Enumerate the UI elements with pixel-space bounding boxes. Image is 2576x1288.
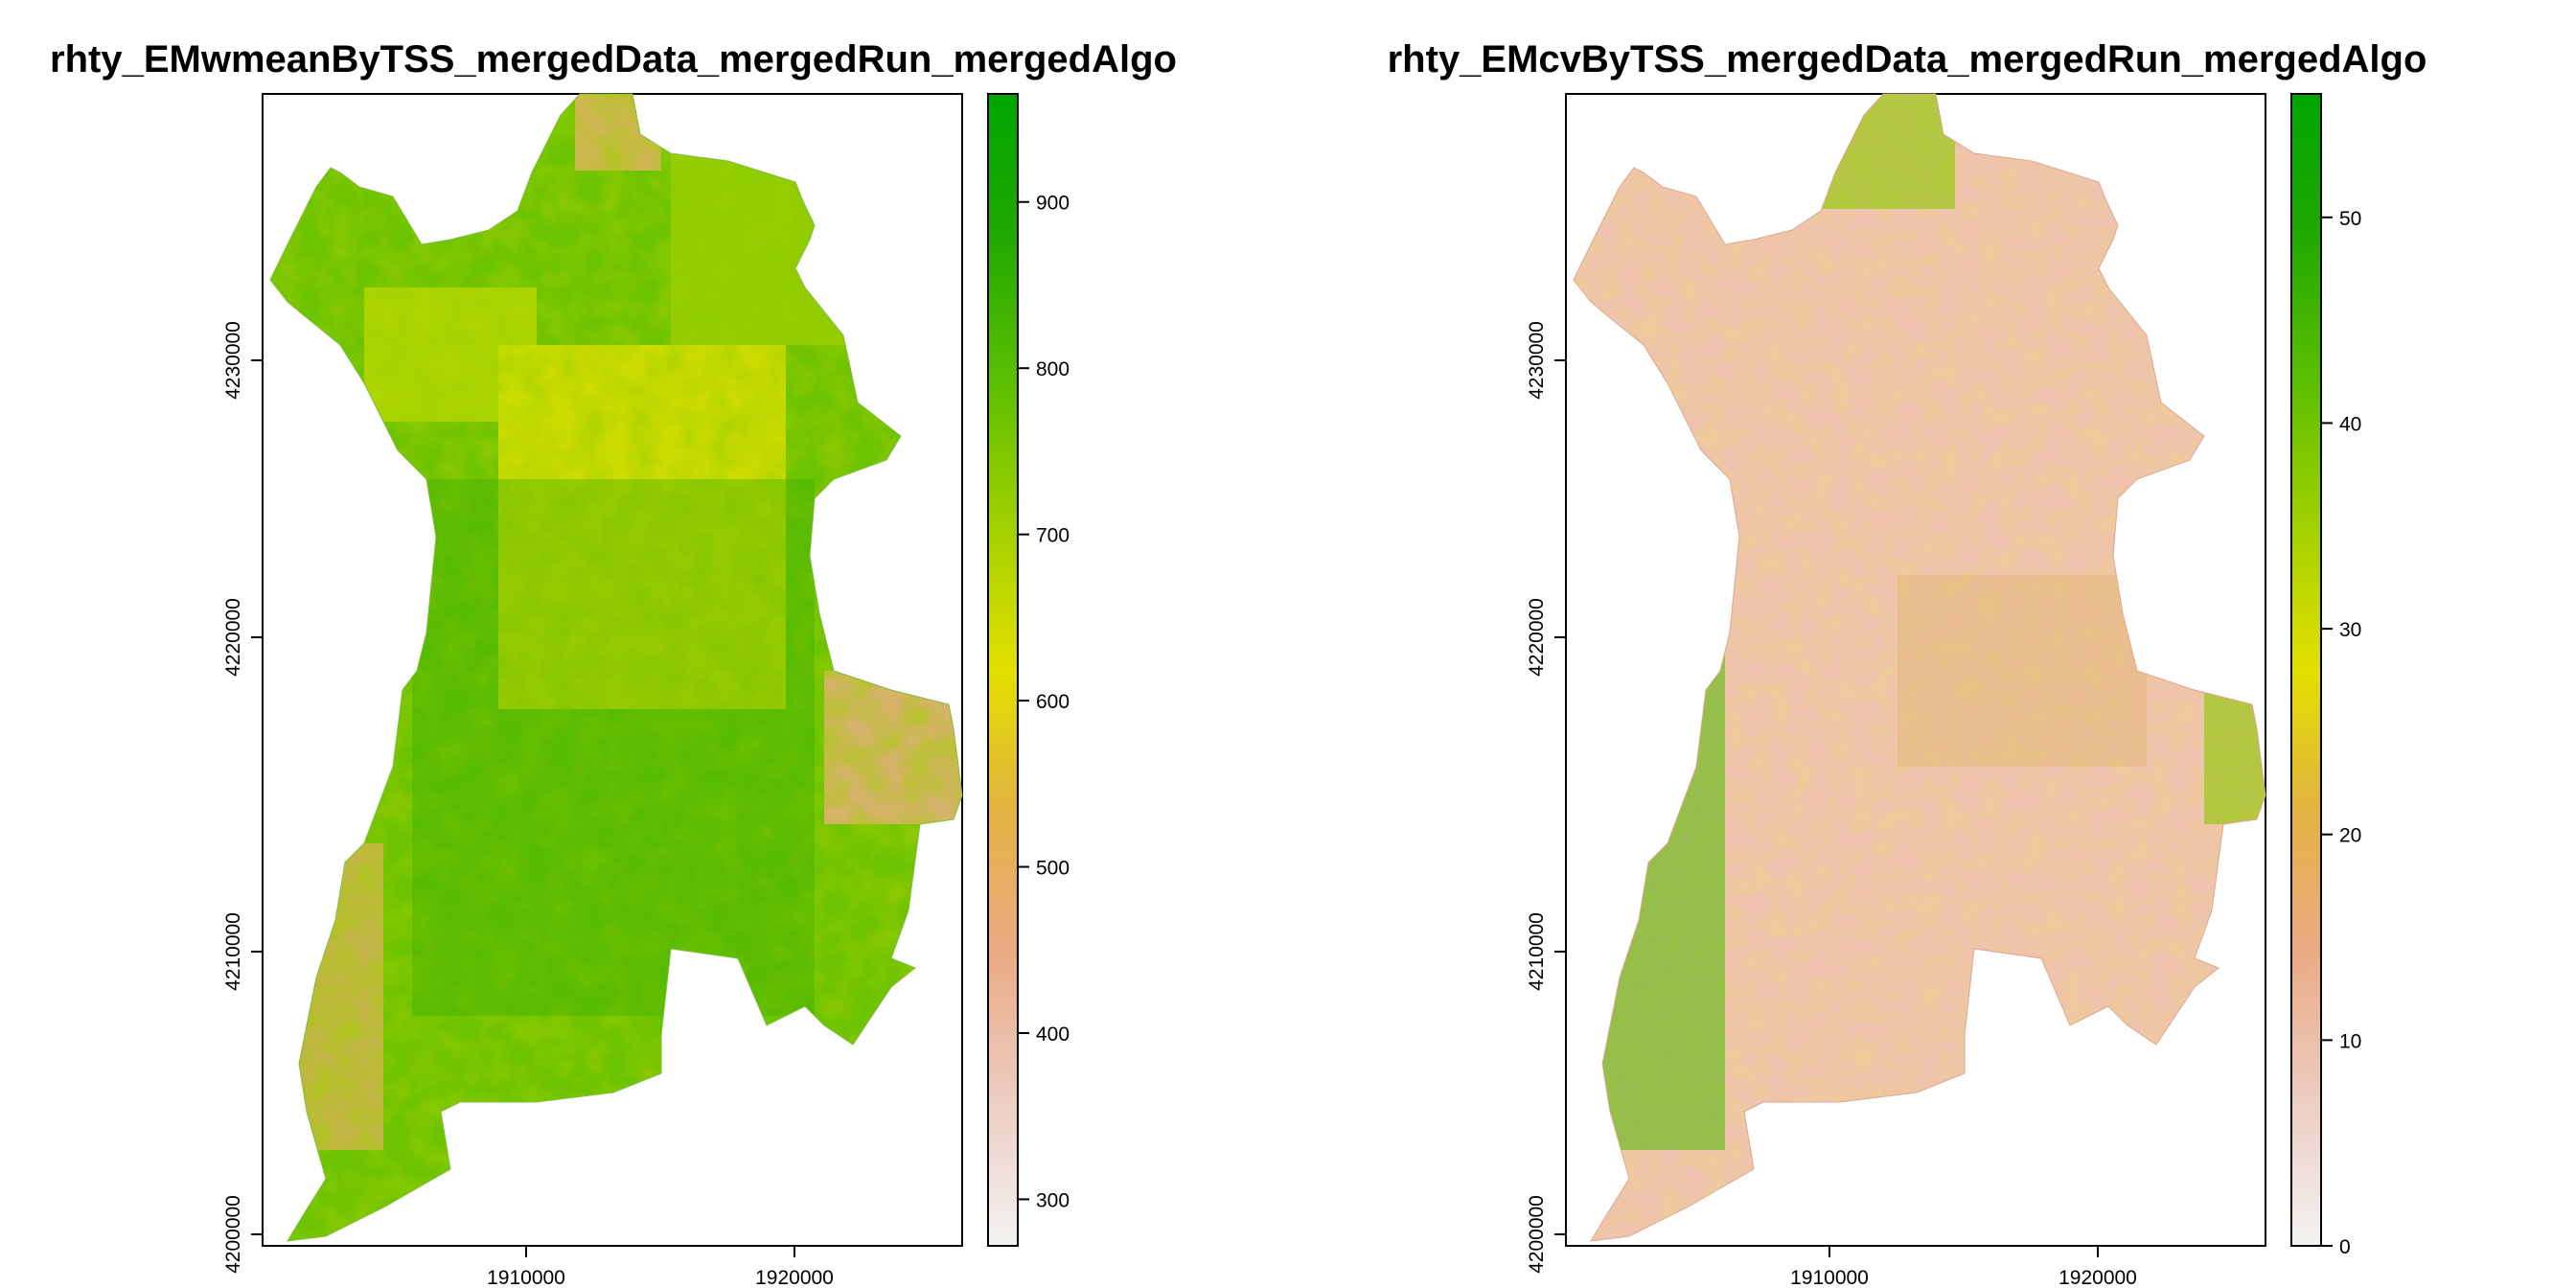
legend-tick-label: 600	[1036, 691, 1070, 713]
legend-tick-label: 20	[2339, 825, 2361, 847]
right-map-panel: 1910000 1920000 4200000 4210000 4220000 42300…	[1526, 93, 2361, 1288]
legend-tick-label: 900	[1036, 193, 1070, 215]
y-tick-label: 4200000	[222, 1195, 244, 1274]
legend-tick-label: 10	[2339, 1030, 2361, 1052]
legend-tick-label: 300	[1036, 1189, 1070, 1211]
y-tick-label: 4200000	[1526, 1195, 1548, 1274]
y-tick-label: 4220000	[222, 598, 244, 677]
legend-tick-label: 800	[1036, 358, 1070, 380]
legend-ticks-right: 0 10 20 30 40 50	[2321, 208, 2361, 1258]
legend-tick-label: 50	[2339, 208, 2361, 230]
legend-tick-label: 700	[1036, 525, 1070, 547]
x-tick-label: 1910000	[1790, 1267, 1869, 1288]
study-area-outline-left	[269, 93, 963, 1242]
map-title-right: rhty_EMcvByTSS_mergedData_mergedRun_merg…	[1387, 38, 2427, 80]
legend-ticks-left: 300 400 500 600 700 800 900	[1018, 193, 1070, 1211]
y-tick-label: 4210000	[222, 912, 244, 991]
left-map-panel: 1910000 1920000 4200000 4210000 4220000 42300…	[222, 93, 1070, 1288]
raster-right	[1574, 94, 2266, 1241]
legend-tick-label: 30	[2339, 619, 2361, 641]
legend-tick-label: 0	[2339, 1236, 2351, 1258]
axes-left: 1910000 1920000 4200000 4210000 4220000 42300…	[222, 321, 834, 1288]
legend-tick-label: 500	[1036, 858, 1070, 880]
x-tick-label: 1920000	[2058, 1267, 2137, 1288]
y-tick-label: 4210000	[1526, 912, 1548, 991]
x-tick-label: 1920000	[755, 1267, 834, 1288]
y-tick-label: 4230000	[222, 321, 244, 400]
legend-bar-left	[987, 93, 1019, 1247]
legend-bar-right	[2290, 93, 2322, 1247]
y-tick-label: 4230000	[1526, 321, 1548, 400]
map-title-left: rhty_EMwmeanByTSS_mergedData_mergedRun_m…	[50, 38, 1177, 80]
y-tick-label: 4220000	[1526, 598, 1548, 677]
raster-left	[270, 94, 962, 1241]
legend-tick-label: 400	[1036, 1024, 1070, 1046]
x-tick-label: 1910000	[487, 1267, 565, 1288]
study-area-outline-right	[1573, 93, 2266, 1242]
legend-tick-label: 40	[2339, 413, 2361, 435]
axes-right: 1910000 1920000 4200000 4210000 4220000 42300…	[1526, 321, 2137, 1288]
